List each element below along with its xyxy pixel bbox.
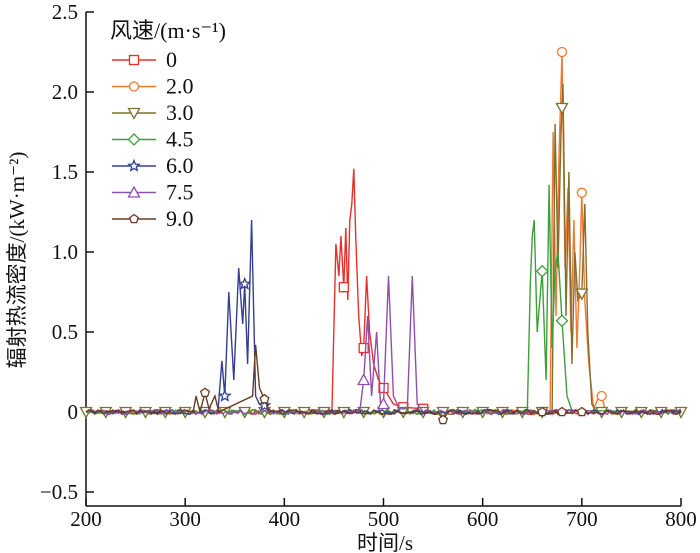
legend-item: 0: [112, 47, 177, 72]
y-tick-label: 1.0: [52, 240, 78, 264]
data-point-marker: [217, 388, 232, 402]
legend-marker: [127, 158, 141, 172]
data-point-marker: [555, 314, 569, 328]
data-point-marker: [537, 406, 548, 417]
x-axis-label: 时间/s: [357, 531, 413, 553]
series-9.0: [85, 344, 682, 425]
legend-label: 9.0: [166, 206, 194, 231]
data-point-marker: [555, 102, 569, 115]
y-tick-label: 0.5: [52, 320, 78, 344]
x-tick-label: 300: [169, 507, 201, 531]
x-tick-label: 700: [566, 507, 598, 531]
x-tick-label: 400: [269, 507, 301, 531]
data-point-marker: [556, 46, 568, 58]
y-tick-label: −0.5: [40, 480, 78, 504]
data-point-marker: [237, 276, 252, 290]
legend-label: 6.0: [166, 153, 194, 178]
legend-marker: [127, 107, 141, 120]
data-point-marker: [358, 342, 369, 354]
data-point-marker: [376, 397, 391, 410]
y-tick-label: 0: [68, 400, 79, 424]
legend-item: 6.0: [112, 153, 194, 178]
series-line: [85, 275, 682, 416]
y-axis-label: 辐射热流密度/(kW·m⁻²): [5, 152, 29, 369]
data-point-marker: [535, 264, 549, 278]
legend-item: 7.5: [112, 180, 194, 205]
y-tick-label: 2.0: [52, 80, 78, 104]
legend-label: 0: [166, 47, 177, 72]
data-point-marker: [199, 387, 211, 398]
legend-label: 4.5: [166, 127, 194, 152]
data-point-marker: [338, 282, 349, 293]
legend-marker: [127, 133, 141, 146]
legend-label: 3.0: [166, 100, 194, 125]
series-7.5: [85, 275, 682, 416]
series-line: [85, 344, 682, 422]
legend-marker: [127, 185, 141, 198]
legend-label: 7.5: [166, 180, 194, 205]
legend-marker: [128, 213, 140, 224]
data-point-marker: [596, 390, 607, 402]
data-point-marker: [357, 373, 371, 386]
data-point-marker: [576, 187, 587, 198]
x-tick-label: 500: [368, 507, 400, 531]
legend-item: 2.0: [112, 74, 194, 99]
legend-marker: [128, 54, 140, 66]
data-point-marker: [259, 393, 270, 404]
legend-marker: [128, 81, 140, 92]
series-lines: [79, 46, 688, 425]
legend-item: 3.0: [112, 100, 194, 125]
data-point-marker: [576, 406, 587, 417]
legend-item: 4.5: [112, 127, 194, 152]
legend-label: 2.0: [166, 74, 194, 99]
x-tick-label: 800: [665, 507, 697, 531]
y-tick-label: 2.5: [52, 0, 78, 24]
legend-title: 风速/(m·s⁻¹): [110, 18, 226, 43]
data-point-marker: [257, 398, 272, 412]
y-tick-label: 1.5: [52, 160, 78, 184]
data-point-marker: [575, 288, 589, 301]
legend: 风速/(m·s⁻¹) 02.03.04.56.07.59.0: [110, 18, 226, 231]
x-tick-label: 600: [467, 507, 499, 531]
data-point-marker: [556, 406, 568, 417]
legend-item: 9.0: [112, 206, 194, 231]
x-tick-label: 200: [70, 507, 102, 531]
axes: 200 300 400 500 600 700 800 −0.5 0 0.5 1.0 1.5 2.0 2.…: [40, 0, 697, 531]
data-point-marker: [437, 414, 449, 425]
